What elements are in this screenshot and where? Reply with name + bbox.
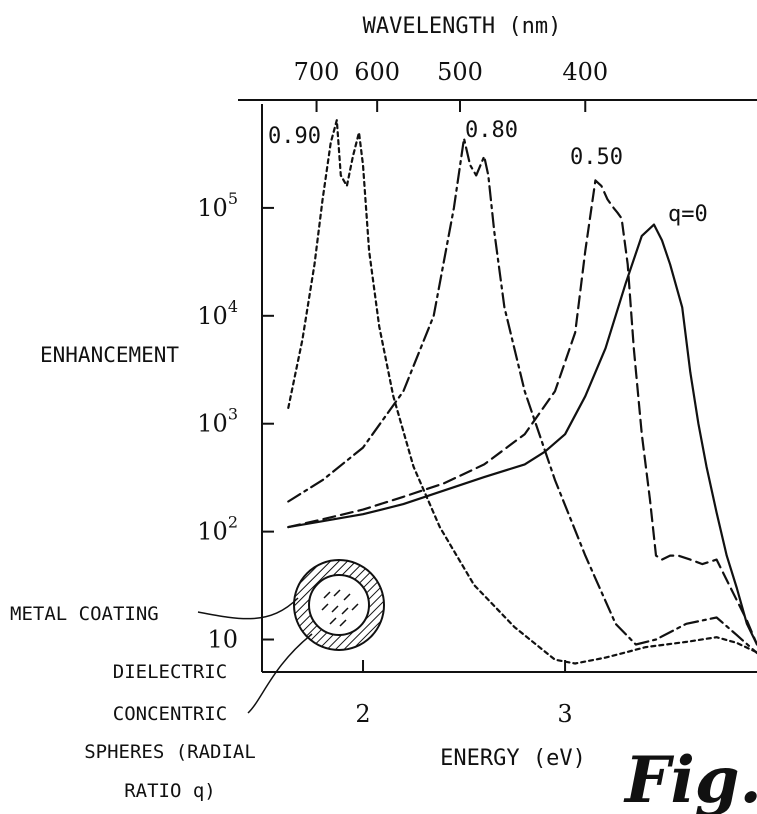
series-label-0.80: 0.80 xyxy=(465,118,518,143)
y-tick-label: 105 xyxy=(197,189,238,222)
top-axis-title: WAVELENGTH (nm) xyxy=(363,14,562,39)
axis-ticks: 1010210310410523700600500400300 xyxy=(197,58,608,728)
dielectric-label-line-2: CONCENTRIC xyxy=(113,703,227,725)
series-label-0.90: 0.90 xyxy=(268,124,321,149)
series-line-0-90 xyxy=(287,119,757,665)
top-tick-label: 400 xyxy=(562,58,608,86)
dielectric-label-line-1: DIELECTRIC xyxy=(113,661,227,683)
series-line-q-0 xyxy=(287,223,757,646)
dielectric-core-dashes xyxy=(321,589,359,627)
series-label-0.50: 0.50 xyxy=(570,145,623,170)
dielectric-label-line-3: SPHERES (RADIAL xyxy=(84,741,256,763)
series-label-q0: q=0 xyxy=(668,202,708,227)
dielectric-core xyxy=(308,574,370,636)
top-tick-label: 500 xyxy=(437,58,483,86)
y-tick-label: 102 xyxy=(197,513,238,546)
metal-coating-label: METAL COATING xyxy=(10,603,159,625)
series-layer xyxy=(287,119,757,665)
plot-frame xyxy=(238,99,757,673)
top-tick-label: 600 xyxy=(354,58,400,86)
series-line-0-50 xyxy=(287,179,757,646)
coating-leader-line xyxy=(197,597,299,620)
series-line-0-80 xyxy=(287,137,757,655)
x-tick-label: 3 xyxy=(557,700,572,728)
y-tick-label: 103 xyxy=(197,405,238,438)
dielectric-label-line-4: RATIO q) xyxy=(124,780,216,802)
concentric-sphere-diagram xyxy=(197,559,385,714)
y-tick-label: 104 xyxy=(197,297,238,330)
figure-label: Fig. xyxy=(623,743,757,814)
y-tick-label: 10 xyxy=(207,626,238,654)
top-tick-label: 700 xyxy=(294,58,340,86)
x-tick-label: 2 xyxy=(355,700,370,728)
dielectric-leader-line xyxy=(247,633,313,714)
y-axis-title: ENHANCEMENT xyxy=(40,343,179,367)
x-axis-title: ENERGY (eV) xyxy=(440,746,586,771)
